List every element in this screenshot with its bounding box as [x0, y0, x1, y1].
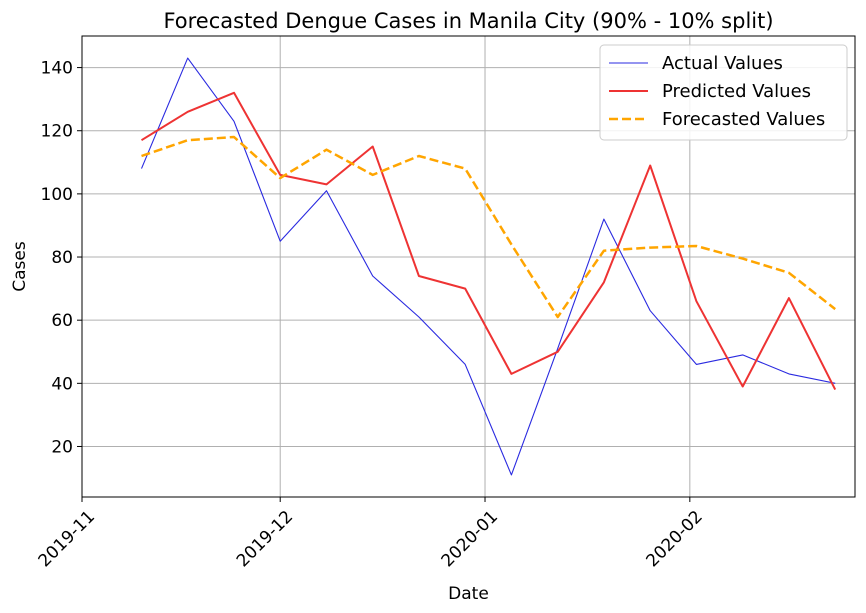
legend-label-predicted-values: Predicted Values: [662, 81, 811, 102]
chart-title: Forecasted Dengue Cases in Manila City (…: [163, 9, 773, 33]
y-tick-label: 120: [41, 122, 73, 142]
plot-frame: [81, 35, 856, 498]
y-tick-label: 140: [41, 59, 73, 79]
series-line-forecasted-values: [141, 135, 836, 319]
y-tick-label: 40: [51, 374, 73, 394]
y-tick-label: 80: [51, 248, 73, 268]
y-tick-label: 100: [41, 185, 73, 205]
series-lines: [140, 57, 837, 476]
y-tick-label: 60: [51, 311, 73, 331]
legend-label-actual-values: Actual Values: [662, 53, 783, 74]
x-tick-label: 2020-02: [642, 507, 706, 571]
x-tick-label: 2019-11: [35, 507, 99, 571]
series-line-actual-values: [140, 57, 836, 476]
legend: Actual Values Predicted Values Forecasted …: [599, 44, 848, 141]
x-axis-label: Date: [448, 584, 489, 604]
series-line-predicted-values: [140, 91, 837, 391]
x-tick-label: 2019-12: [233, 507, 297, 571]
legend-label-forecasted-values: Forecasted Values: [662, 109, 825, 130]
y-axis-label: Cases: [10, 241, 30, 292]
y-tick-label: 20: [51, 437, 73, 457]
x-tick-label: 2020-01: [438, 507, 502, 571]
legend-box: [599, 44, 848, 141]
